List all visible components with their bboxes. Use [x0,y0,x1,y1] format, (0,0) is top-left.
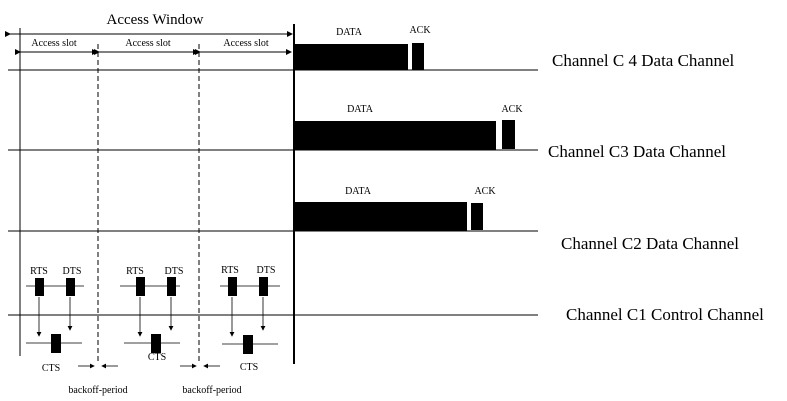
rts-frame-3 [228,277,237,296]
cts-label-2: CTS [148,352,166,363]
handshake-group-3: RTS DTS CTS [220,265,280,373]
handshake-group-1: RTS DTS CTS [26,266,84,374]
c4-data-label: DATA [336,27,363,38]
dts-label-3: DTS [257,265,276,276]
dts-frame-3 [259,277,268,296]
access-slot-label-2: Access slot [125,38,170,49]
access-slot-label-3: Access slot [223,38,268,49]
c4-ack-frame [412,43,424,70]
channel-c2-label: Channel C2 Data Channel [561,234,739,253]
rts-frame-2 [136,277,145,296]
c3-ack-frame [502,120,515,149]
cts-frame-3 [243,335,253,354]
dts-frame-1 [66,278,75,296]
cts-frame-2 [151,334,161,353]
c3-data-frame [295,121,496,150]
c2-ack-label: ACK [474,186,496,197]
handshake-group-2: RTS DTS CTS [120,266,183,363]
dts-frame-2 [167,277,176,296]
c3-data-label: DATA [347,104,374,115]
cts-label-1: CTS [42,363,60,374]
access-slot-label-1: Access slot [31,38,76,49]
rts-label-3: RTS [221,265,239,276]
cts-label-3: CTS [240,362,258,373]
channel-c1-label: Channel C1 Control Channel [566,305,764,324]
dts-label-1: DTS [63,266,82,277]
access-window-title: Access Window [106,12,203,28]
backoff-label-2: backoff-period [182,385,241,396]
backoff-period-2: backoff-period [180,363,242,396]
c2-data-label: DATA [345,186,372,197]
c4-data-frame [295,44,408,70]
channel-c4-label: Channel C 4 Data Channel [552,51,735,70]
c4-ack-label: ACK [409,25,431,36]
backoff-period-1: backoff-period [68,363,128,396]
rts-label-2: RTS [126,266,144,277]
dts-label-2: DTS [165,266,184,277]
c2-data-frame [295,202,467,231]
cts-frame-1 [51,334,61,353]
c3-ack-label: ACK [501,104,523,115]
rts-frame-1 [35,278,44,296]
c2-ack-frame [471,203,483,230]
channel-c3-label: Channel C3 Data Channel [548,142,726,161]
access-slots: Access slot Access slot Access slot [15,38,292,55]
rts-label-1: RTS [30,266,48,277]
backoff-label-1: backoff-period [68,385,127,396]
